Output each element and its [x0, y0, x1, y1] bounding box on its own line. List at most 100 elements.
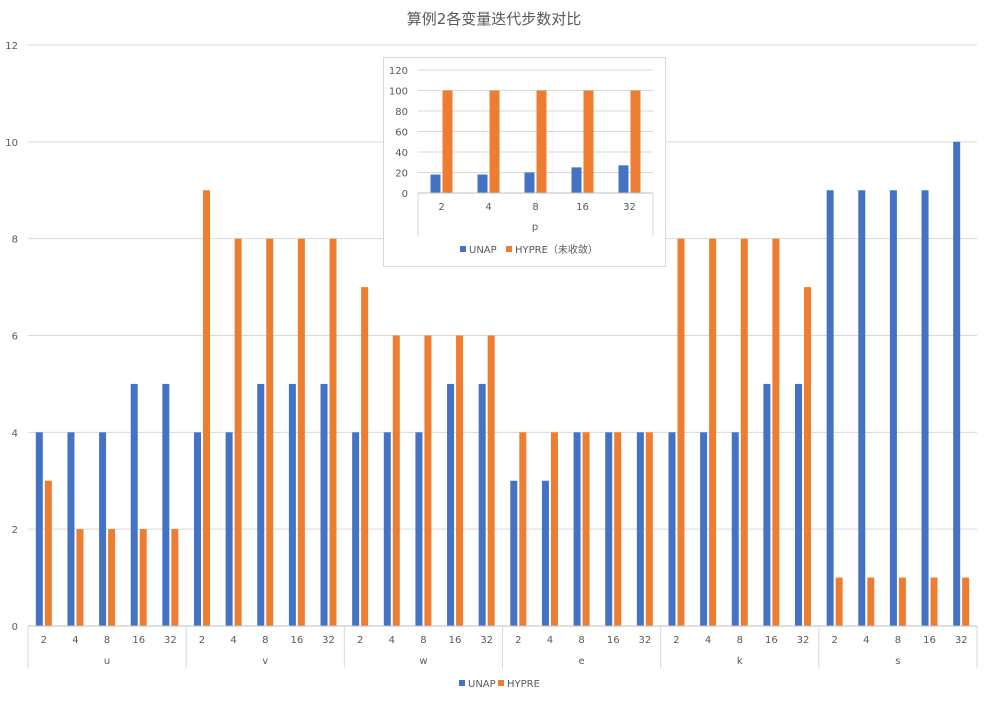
main-bar-unap [731, 432, 739, 626]
inset-bar-unap [618, 165, 629, 193]
inset-chart-box: 0 20 40 60 80 100 120 2 4 8 16 32 p UNAP HYPRE（未收敛） [383, 57, 666, 267]
inset-y-tick-label: 100 [389, 87, 408, 98]
main-x-tick-label: 32 [797, 635, 810, 646]
main-x-tick-label: 8 [578, 635, 584, 646]
main-x-tick-label: 2 [357, 635, 363, 646]
main-bar-hypre [108, 529, 116, 626]
main-x-tick-label: 4 [230, 635, 236, 646]
main-x-tick-label: 8 [420, 635, 426, 646]
main-bar-unap [953, 141, 961, 627]
main-x-tick-label: 16 [449, 635, 462, 646]
main-x-tick-label: 16 [765, 635, 778, 646]
main-x-group-label: s [895, 656, 900, 667]
main-x-tick-label: 4 [547, 635, 553, 646]
main-bar-unap [288, 383, 296, 626]
main-bar-hypre [139, 529, 147, 626]
inset-bar-unap [571, 167, 582, 193]
main-x-tick-label: 8 [895, 635, 901, 646]
legend-swatch-hypre [498, 680, 504, 686]
main-x-tick-label: 4 [705, 635, 711, 646]
main-bar-hypre [361, 287, 369, 626]
main-bar-hypre [456, 335, 464, 626]
main-bar-unap [573, 432, 581, 626]
main-bar-unap [795, 383, 803, 626]
main-bar-unap [763, 383, 771, 626]
main-bar-hypre [76, 529, 84, 626]
legend-label-unap: UNAP [468, 679, 496, 690]
main-y-axis: 0 2 4 6 8 10 12 [5, 41, 18, 633]
main-bar-hypre [614, 432, 622, 626]
inset-y-tick-label: 20 [395, 169, 408, 180]
main-x-tick-label: 8 [737, 635, 743, 646]
inset-bar-hypre [630, 90, 641, 193]
main-x-tick-label: 8 [104, 635, 110, 646]
main-x-group-label: u [104, 656, 110, 667]
main-x-tick-label: 32 [480, 635, 493, 646]
inset-y-tick-label: 40 [395, 148, 408, 159]
main-bar-unap [447, 383, 455, 626]
main-bar-hypre [234, 238, 242, 626]
main-bar-unap [826, 190, 834, 626]
main-bar-hypre [898, 577, 906, 626]
main-x-group-label: v [262, 656, 268, 667]
main-bar-hypre [582, 432, 590, 626]
main-bar-unap [225, 432, 233, 626]
main-x-tick-label: 2 [41, 635, 47, 646]
main-bar-unap [35, 432, 43, 626]
main-bar-hypre [930, 577, 938, 626]
inset-y-tick-label: 80 [395, 107, 408, 118]
main-x-group-label: e [579, 656, 585, 667]
inset-x-tick-label: 4 [485, 202, 491, 213]
main-bar-unap [257, 383, 265, 626]
main-x-tick-label: 32 [322, 635, 335, 646]
inset-bar-unap [524, 172, 535, 193]
main-x-tick-label: 8 [262, 635, 268, 646]
main-bar-hypre [962, 577, 970, 626]
main-x-tick-label: 4 [863, 635, 869, 646]
main-bar-unap [99, 432, 107, 626]
main-bar-hypre [772, 238, 780, 626]
inset-bar-unap [430, 174, 441, 193]
inset-x-tick-label: 32 [623, 202, 636, 213]
main-y-tick-label: 10 [5, 138, 18, 149]
main-x-tick-label: 16 [132, 635, 145, 646]
main-bar-unap [636, 432, 644, 626]
main-bar-hypre [740, 238, 748, 626]
main-bar-hypre [867, 577, 875, 626]
main-bar-hypre [202, 190, 210, 626]
main-x-tick-label: 2 [673, 635, 679, 646]
inset-bar-hypre [489, 90, 500, 193]
legend-label-hypre: HYPRE [507, 679, 540, 690]
main-bar-hypre [392, 335, 400, 626]
main-bar-hypre [645, 432, 653, 626]
inset-legend-label-hypre: HYPRE（未收敛） [515, 243, 598, 256]
chart-title: 算例2各变量迭代步数对比 [407, 10, 582, 28]
main-y-tick-label: 6 [12, 332, 18, 343]
main-x-group-label: w [419, 656, 427, 667]
main-bar-unap [700, 432, 708, 626]
main-y-tick-label: 0 [12, 622, 18, 633]
main-x-tick-label: 2 [515, 635, 521, 646]
main-bars [35, 141, 970, 627]
main-bar-hypre [550, 432, 558, 626]
main-legend: UNAP HYPRE [459, 679, 540, 690]
inset-legend: UNAP HYPRE（未收敛） [460, 243, 598, 256]
main-bar-unap [510, 480, 518, 626]
inset-x-tick-label: 8 [532, 202, 538, 213]
main-x-tick-label: 32 [638, 635, 651, 646]
inset-x-axis-label: p [532, 222, 538, 233]
inset-x-axis: 2 4 8 16 32 [417, 192, 654, 236]
main-x-axis: 2 4 8 16 32 u 2 4 8 16 32 v 2 4 8 16 32 w 2 4 8 16 32 e 2 4 8 16 32 k… [27, 625, 978, 668]
main-bar-hypre [487, 335, 495, 626]
main-bar-hypre [171, 529, 179, 626]
main-x-tick-label: 16 [607, 635, 620, 646]
main-y-tick-label: 8 [12, 235, 18, 246]
main-y-tick-label: 2 [12, 525, 18, 536]
main-y-tick-label: 4 [12, 428, 18, 439]
main-bar-hypre [44, 480, 52, 626]
main-bar-hypre [297, 238, 305, 626]
inset-x-tick-label: 2 [438, 202, 444, 213]
inset-bars [430, 90, 641, 193]
